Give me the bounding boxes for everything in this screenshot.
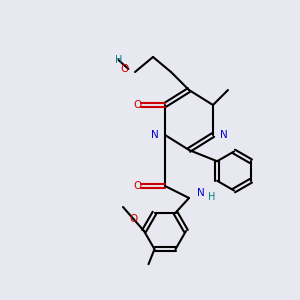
Text: H: H [208, 191, 215, 202]
Text: N: N [151, 130, 158, 140]
Text: H: H [115, 55, 122, 65]
Text: O: O [133, 181, 142, 191]
Text: N: N [220, 130, 227, 140]
Text: N: N [197, 188, 205, 199]
Text: O: O [133, 100, 142, 110]
Text: O: O [129, 214, 138, 224]
Text: O: O [120, 64, 128, 74]
